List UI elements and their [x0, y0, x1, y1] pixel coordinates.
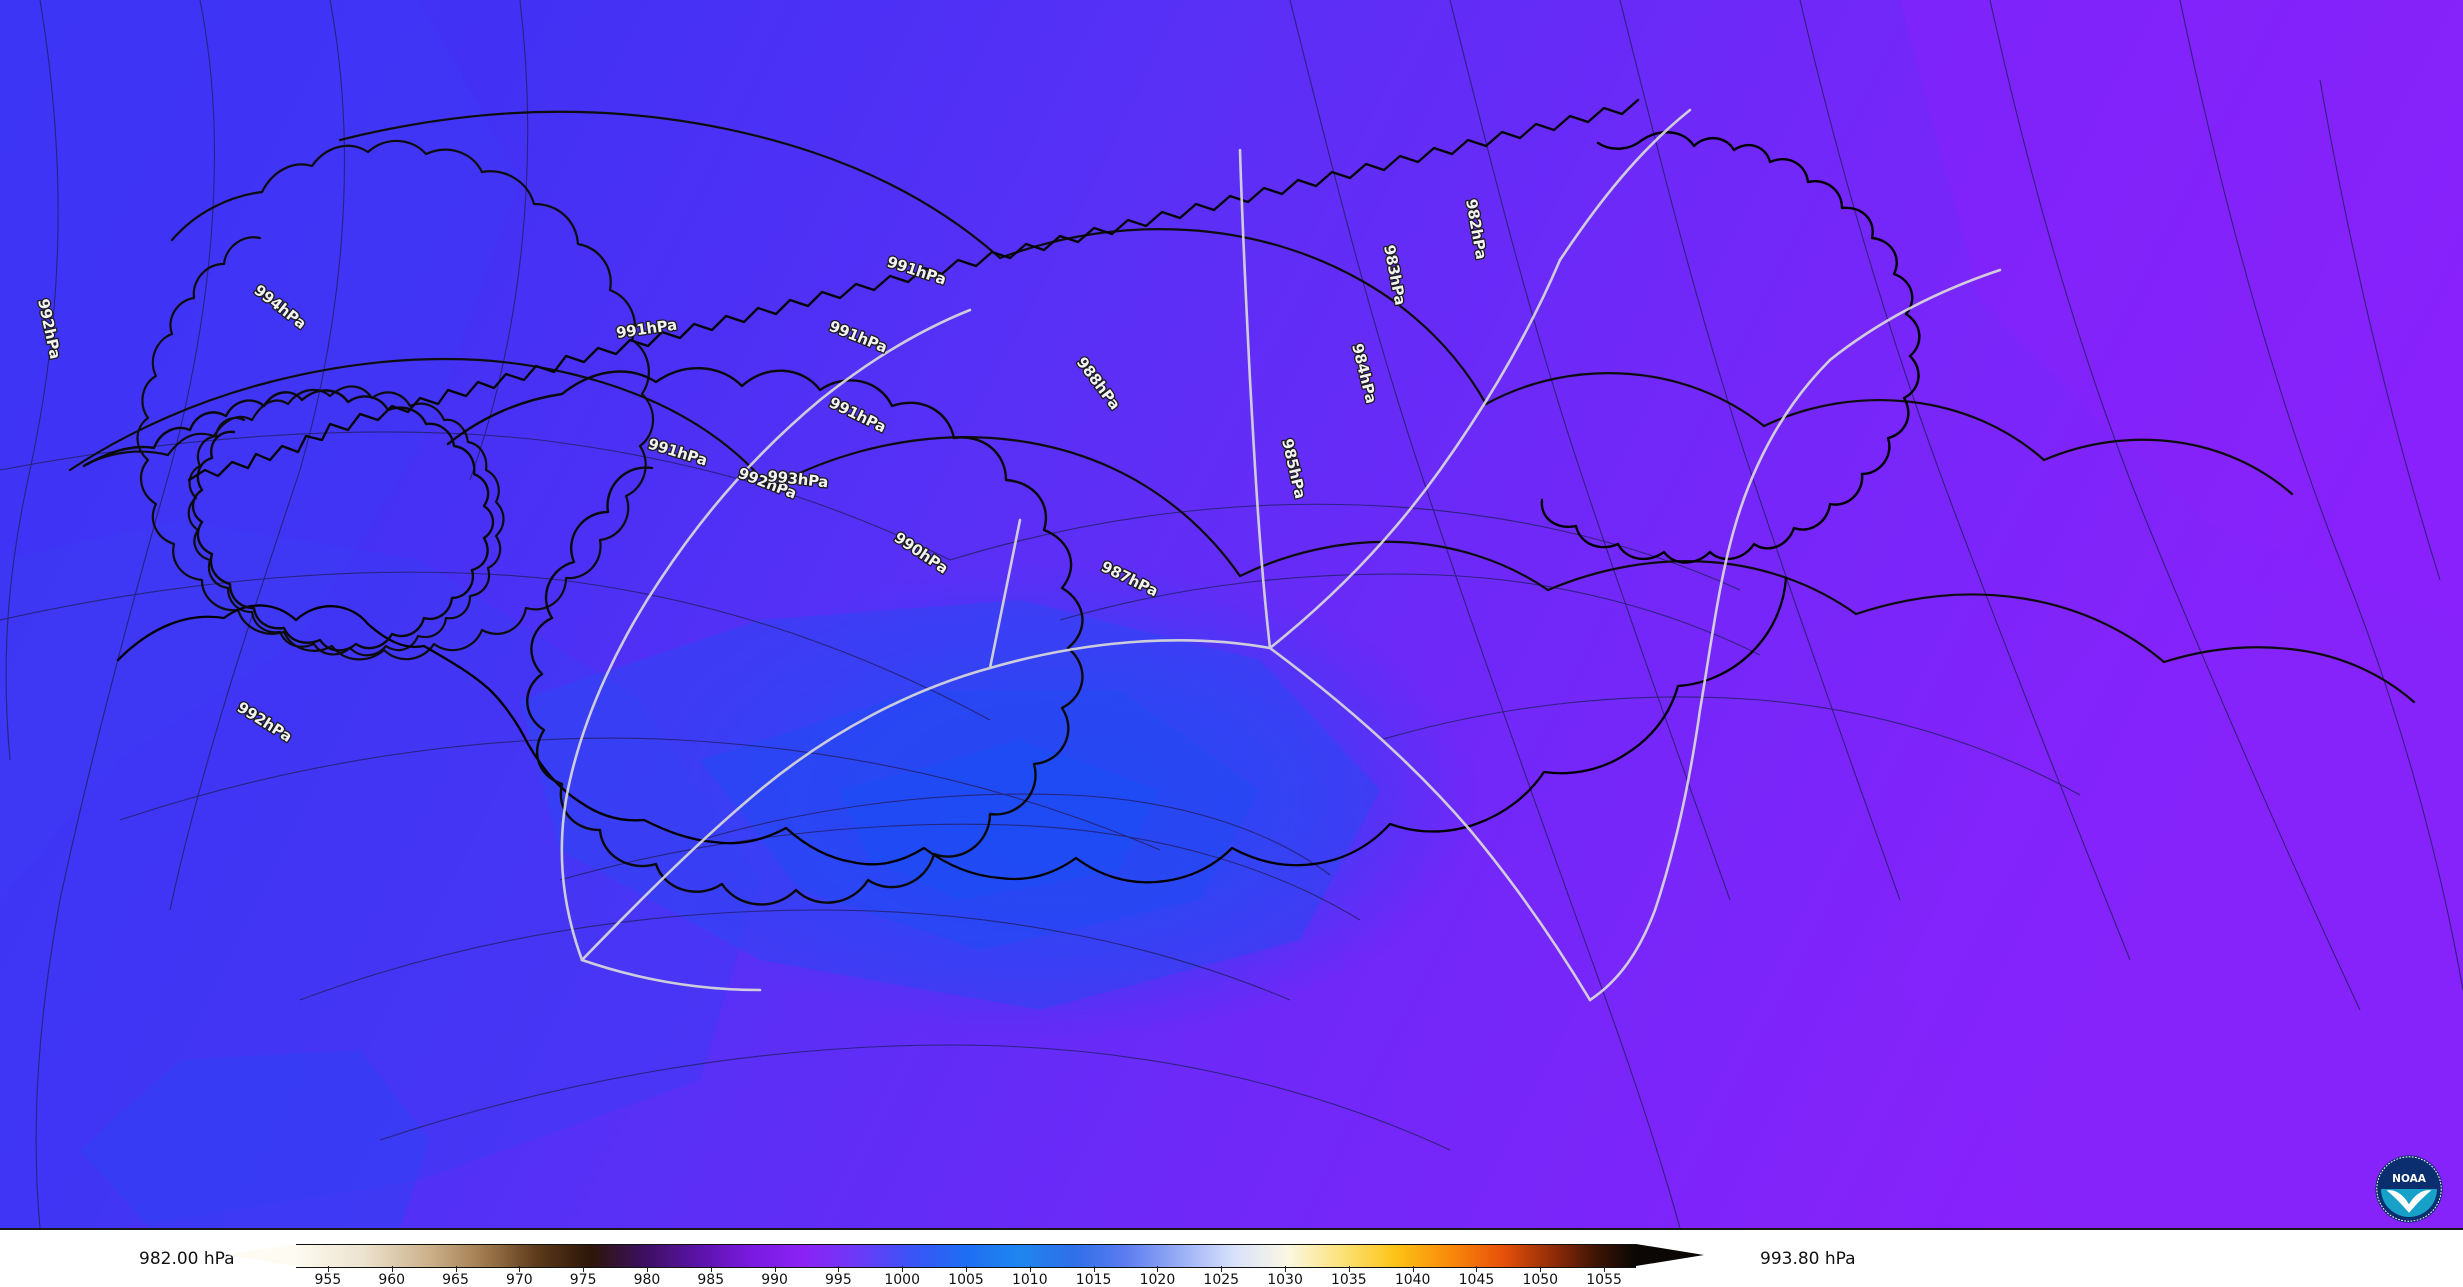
iceland-shoreline: [82, 366, 1084, 906]
colorbar-bar[interactable]: [228, 1244, 1748, 1268]
colorbar-tick-label: 1020: [1139, 1272, 1176, 1287]
noaa-logo[interactable]: NOAA: [2374, 1154, 2444, 1224]
iceland-border: [187, 98, 1640, 482]
colorbar-tick: [646, 1266, 648, 1272]
colorbar-tick: [902, 1266, 904, 1272]
colorbar-tick: [966, 1266, 967, 1272]
colorbar-gradient: [296, 1244, 1636, 1268]
colorbar-tick: [455, 1266, 457, 1272]
colorbar-tick-label: 995: [825, 1272, 852, 1287]
colorbar-tick-label: 975: [569, 1272, 597, 1287]
pressure-map-canvas[interactable]: 992hPa 994hPa 992hPa 991hPa 991hPa 992hPa 993h…: [0, 0, 2463, 1228]
contour-lines: [0, 0, 2463, 1228]
colorbar-tick-label: 1005: [948, 1272, 984, 1287]
iceland-coast-detail: [116, 576, 1788, 884]
colorbar-tick: [327, 1266, 329, 1272]
colorbar-tick: [1412, 1266, 1414, 1272]
colorbar-tick-label: 1055: [1586, 1272, 1622, 1287]
colorbar-max-label: 993.80 hPa: [1760, 1249, 1856, 1269]
iceland-outline: [1540, 131, 1921, 564]
road-network: [560, 108, 2002, 1002]
colorbar-tick: [710, 1266, 712, 1272]
colorbar-tick: [1348, 1266, 1350, 1272]
colorbar-tick-label: 990: [761, 1272, 788, 1287]
colorbar-tick: [1157, 1266, 1159, 1272]
colorbar-tick-label: 955: [314, 1272, 342, 1287]
colorbar-tick-label: 1010: [1011, 1272, 1048, 1287]
colorbar-tick: [838, 1266, 840, 1272]
colorbar[interactable]: 982.00 hPa 955 960 965 970 975 980 985 990 995 10…: [0, 1230, 2463, 1287]
colorbar-tick: [1221, 1266, 1223, 1272]
colorbar-low-arrow: [228, 1244, 296, 1266]
colorbar-tick: [583, 1266, 585, 1272]
colorbar-high-arrow: [1636, 1244, 1704, 1266]
colorbar-tick: [1540, 1266, 1542, 1272]
colorbar-tick-label: 1035: [1331, 1272, 1367, 1287]
colorbar-tick: [1476, 1266, 1478, 1272]
colorbar-tick-label: 985: [697, 1272, 725, 1287]
colorbar-tick-label: 980: [633, 1272, 661, 1287]
colorbar-tick: [1604, 1266, 1606, 1272]
map-svg: 992hPa 994hPa992hPa991hPa991hPa992hPa993h…: [0, 0, 2463, 1228]
colorbar-tick-label: 1030: [1267, 1272, 1303, 1287]
colorbar-tick-label: 1015: [1075, 1272, 1112, 1287]
colorbar-ticks: 955 960 965 970 975 980 985 990 995 1000 1005 1010 1…: [228, 1266, 1748, 1287]
colorbar-tick: [1029, 1266, 1031, 1272]
colorbar-tick-label: 970: [505, 1272, 533, 1287]
colorbar-tick-label: 965: [442, 1272, 469, 1287]
iceland-coastline: [68, 110, 2416, 704]
colorbar-tick-label: 1025: [1203, 1272, 1240, 1287]
colorbar-min-label: 982.00 hPa: [139, 1249, 235, 1269]
colorbar-tick: [391, 1266, 393, 1272]
colorbar-tick: [774, 1266, 776, 1272]
colorbar-tick-label: 960: [378, 1272, 406, 1287]
colorbar-tick-label: 1045: [1458, 1272, 1495, 1287]
colorbar-tick-label: 1050: [1522, 1272, 1559, 1287]
colorbar-tick: [1093, 1266, 1095, 1272]
noaa-logo-text: NOAA: [2392, 1173, 2427, 1185]
colorbar-tick: [519, 1266, 521, 1272]
colorbar-tick-label: 1040: [1394, 1272, 1431, 1287]
legend-bar: 982.00 hPa 955 960 965 970 975 980 985 990 995 10…: [0, 1228, 2463, 1287]
colorbar-tick: [1285, 1266, 1287, 1272]
colorbar-tick-label: 1000: [884, 1272, 921, 1287]
